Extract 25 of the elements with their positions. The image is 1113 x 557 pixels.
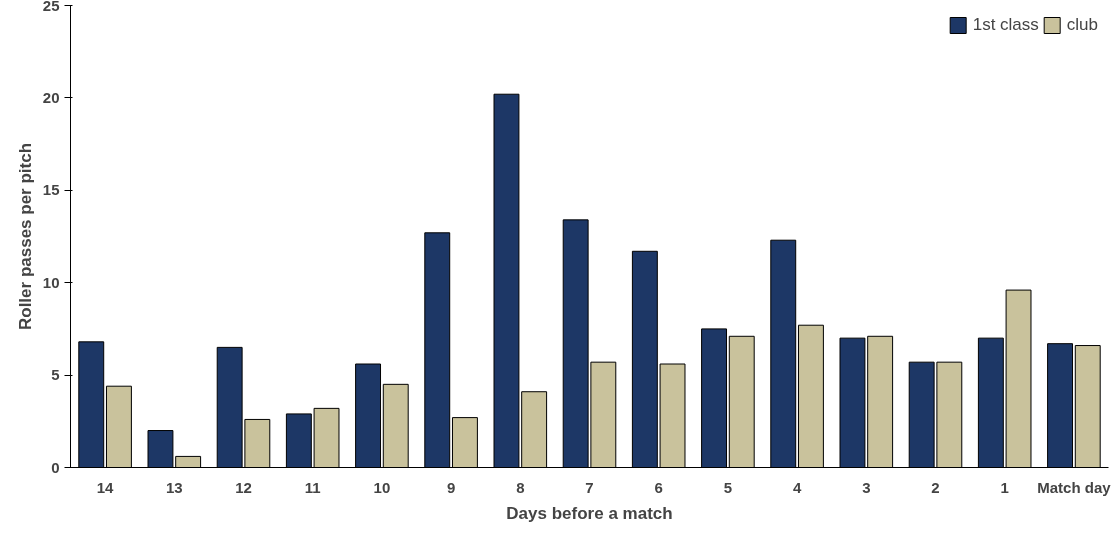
x-tick-label: 2 xyxy=(931,478,940,496)
legend-label: 1st class xyxy=(972,15,1039,35)
x-tick-label: 7 xyxy=(585,478,594,496)
x-tick-label: 9 xyxy=(446,478,456,496)
x-tick-label: 6 xyxy=(654,478,663,496)
x-tick-label: 13 xyxy=(165,478,183,496)
x-tick-label: 10 xyxy=(373,478,391,496)
x-tick-label: 11 xyxy=(304,478,321,496)
y-tick-label: 25 xyxy=(42,0,60,14)
legend-label: club xyxy=(1066,15,1098,35)
y-tick-label: 5 xyxy=(51,366,60,384)
x-axis-title: Days before a match xyxy=(506,503,673,523)
y-tick-label: 0 xyxy=(51,458,60,476)
x-tick-label: 3 xyxy=(862,478,871,496)
y-tick-label: 20 xyxy=(42,88,60,106)
x-tick-label: 12 xyxy=(235,478,252,496)
x-tick-label: 14 xyxy=(96,478,115,496)
y-axis-title: Roller passes per pitch xyxy=(15,142,35,331)
x-tick-label: 1 xyxy=(1000,478,1009,496)
x-tick-label: Match day xyxy=(1037,478,1112,496)
y-tick-label: 15 xyxy=(42,181,60,199)
x-tick-label: 5 xyxy=(723,478,733,496)
x-tick-label: 8 xyxy=(516,478,525,496)
y-tick-label: 10 xyxy=(42,273,60,291)
x-tick-label: 4 xyxy=(792,478,802,496)
